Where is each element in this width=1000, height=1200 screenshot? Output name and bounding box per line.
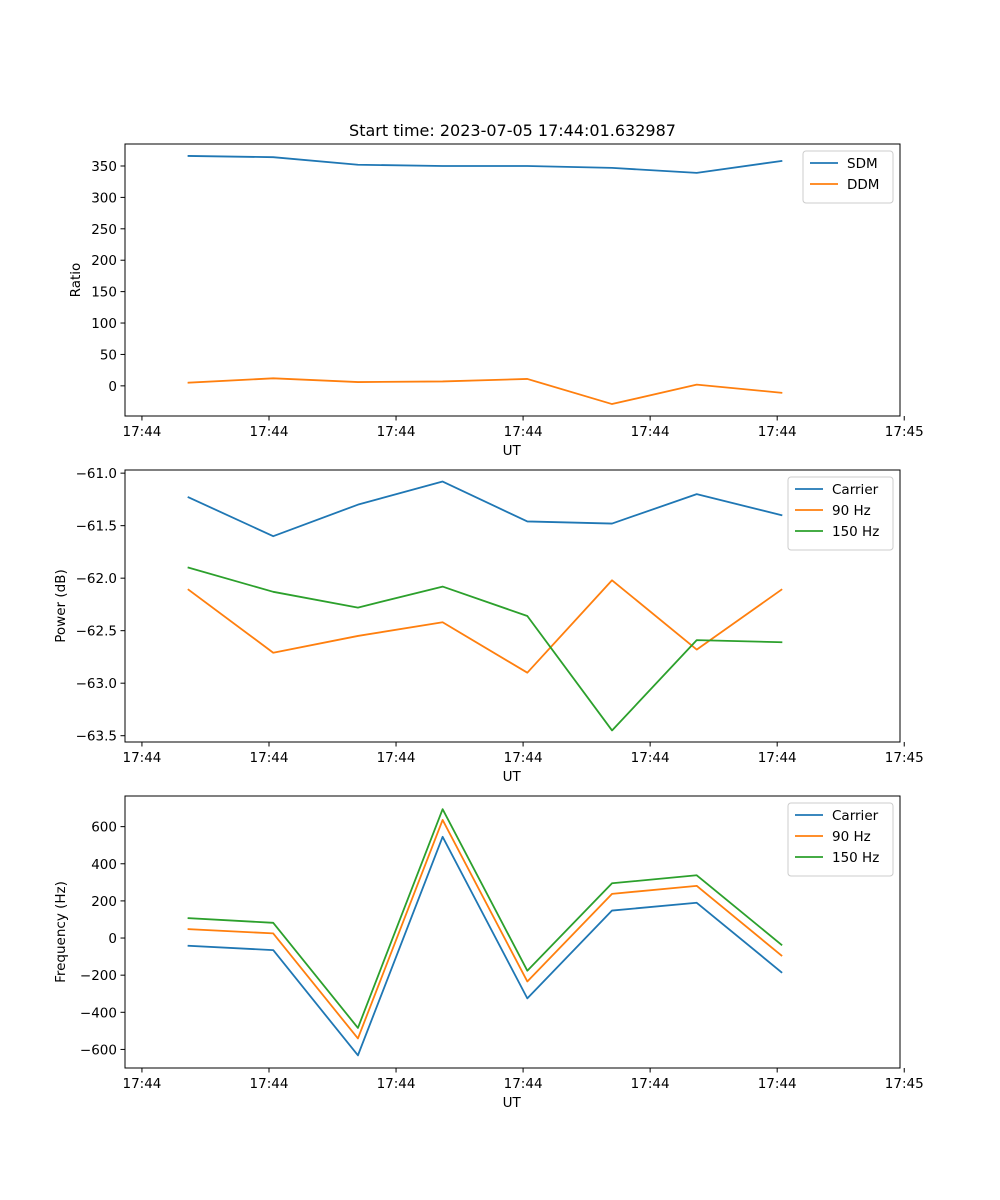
chart-1-series-line-sdm [187,155,783,174]
chart-1-x-tick-label: 17:44 [504,424,543,440]
chart-1-y-tick-label: 150 [91,285,117,301]
chart-3-y-tick-label: 600 [91,820,117,836]
chart-2: 17:44 17:44 17:44 17:44 17:44 17:44 17:45 −63.5… [53,466,924,785]
chart-2-x-tick-label: 17:44 [504,750,543,766]
chart-2-y-axis-label: Power (dB) [53,569,69,642]
chart-3-y-tick-label: 0 [108,931,117,947]
chart-1-y-tick-label: 300 [91,190,117,206]
chart-3: 17:44 17:44 17:44 17:44 17:44 17:44 17:45 −600 −… [53,795,924,1111]
chart-1-x-tick-label: 17:45 [885,424,924,440]
chart-2-legend-label: 150 Hz [832,524,879,540]
chart-2-x-tick-label: 17:44 [250,750,289,766]
chart-3-legend-label: 150 Hz [832,850,879,866]
chart-3-series-line-90-hz [187,819,783,1040]
chart-3-y-tick-label: −400 [80,1005,117,1021]
subplots: 17:44 17:44 17:44 17:44 17:44 17:44 17:45 0 50 10… [53,143,924,1111]
chart-1-legend-box [802,150,894,204]
chart-3-y-tick-label: −600 [80,1042,117,1058]
chart-2-x-axis-label: UT [503,769,522,785]
chart-3-x-tick-label: 17:44 [631,1076,670,1092]
chart-2-y-tick-label: −63.5 [76,729,117,745]
chart-2-axes-frame [124,469,901,743]
chart-2-y-tick-label: −61.5 [76,519,117,535]
chart-1-y-axis-label: Ratio [68,263,84,298]
chart-1-y-tick-label: 0 [108,379,117,395]
chart-2-series-line-carrier [187,480,783,538]
chart-3-y-tick-label: 200 [91,894,117,910]
chart-2-legend-label: 90 Hz [832,503,871,519]
chart-2-x-tick-label: 17:44 [758,750,797,766]
chart-3-x-tick-label: 17:44 [504,1076,543,1092]
chart-3-series-line-carrier [187,835,783,1057]
chart-1-x-tick-label: 17:44 [377,424,416,440]
chart-2-series-line-150-hz [187,566,783,732]
chart-2-y-tick-label: −63.0 [76,676,117,692]
chart-1-series-line-ddm [187,377,783,405]
chart-1-y-tick-label: 100 [91,316,117,332]
chart-3-series-line-150-hz [187,808,783,1029]
chart-3-x-axis-label: UT [503,1095,522,1111]
chart-3-x-tick-label: 17:44 [758,1076,797,1092]
chart-1-y-tick-label: 200 [91,253,117,269]
chart-2-x-tick-label: 17:44 [122,750,161,766]
chart-3-legend-label: 90 Hz [832,829,871,845]
chart-2-y-tick-label: −62.0 [76,571,117,587]
chart-1-axes-frame [124,143,901,417]
chart-3-axes-frame [124,795,901,1069]
chart-3-x-tick-label: 17:44 [250,1076,289,1092]
chart-3-x-tick-label: 17:44 [377,1076,416,1092]
chart-1-y-tick-label: 250 [91,222,117,238]
chart-3-y-axis-label: Frequency (Hz) [53,881,69,983]
chart-3-y-tick-label: −200 [80,968,117,984]
chart-2-y-tick-label: −62.5 [76,624,117,640]
chart-2-x-tick-label: 17:45 [885,750,924,766]
chart-2-x-tick-label: 17:44 [631,750,670,766]
chart-3-x-tick-label: 17:45 [885,1076,924,1092]
chart-1-x-tick-label: 17:44 [250,424,289,440]
chart-1-y-tick-label: 50 [100,347,117,363]
chart-2-legend: Carrier 90 Hz 150 Hz [787,476,894,551]
chart-3-legend-label: Carrier [832,808,879,824]
figure-title: Start time: 2023-07-05 17:44:01.632987 [349,121,676,140]
chart-1-y-tick-label: 350 [91,159,117,175]
chart-1-legend-label: SDM [847,156,878,172]
chart-3-x-tick-label: 17:44 [122,1076,161,1092]
chart-1: 17:44 17:44 17:44 17:44 17:44 17:44 17:45 0 50 10… [68,143,924,459]
chart-3-y-tick-label: 400 [91,857,117,873]
chart-2-legend-label: Carrier [832,482,879,498]
chart-2-series-line-90-hz [187,579,783,674]
chart-2-x-tick-label: 17:44 [377,750,416,766]
chart-1-x-axis-label: UT [503,443,522,459]
chart-1-x-tick-label: 17:44 [631,424,670,440]
chart-3-legend: Carrier 90 Hz 150 Hz [787,802,894,877]
chart-1-x-tick-label: 17:44 [758,424,797,440]
chart-1-x-tick-label: 17:44 [122,424,161,440]
chart-1-legend: SDM DDM [802,150,894,204]
chart-1-legend-label: DDM [847,177,879,193]
chart-2-y-tick-label: −61.0 [76,466,117,482]
